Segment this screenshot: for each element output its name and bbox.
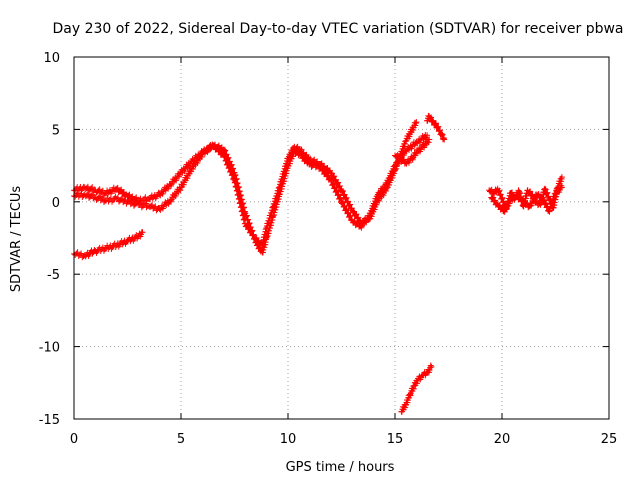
x-tick-label: 20 [494, 432, 511, 447]
data-point [167, 197, 174, 204]
series-track-late-mid [392, 136, 433, 167]
data-point [198, 154, 205, 161]
data-point [402, 404, 409, 411]
tick-labels: 0 5 10 15 20 25 10 5 0 -5 -10 -15 [39, 51, 618, 447]
series-track-evening-2 [488, 182, 565, 215]
data-point [526, 188, 533, 195]
data-point [355, 214, 362, 221]
data-point [343, 206, 350, 213]
y-tick-label: 0 [52, 196, 60, 211]
data-point [114, 184, 121, 191]
y-tick-label: 5 [52, 123, 60, 138]
y-tick-label: -10 [39, 341, 60, 356]
data-point [336, 183, 343, 190]
series-track-low-early [71, 229, 146, 261]
data-point [244, 221, 251, 228]
y-tick-label: -5 [47, 268, 60, 283]
data-point [428, 114, 435, 121]
data-point [342, 207, 349, 214]
data-point [397, 154, 404, 161]
data-point [438, 131, 445, 138]
data-point [413, 119, 420, 126]
data-point [558, 184, 565, 191]
data-point [429, 118, 436, 125]
data-point [527, 188, 534, 195]
x-tick-label: 10 [280, 432, 297, 447]
data-point [558, 174, 565, 181]
data-point [331, 173, 338, 180]
data-point [120, 189, 127, 196]
series-track-negative [398, 362, 435, 415]
data-point [441, 136, 448, 143]
data-point [427, 362, 434, 369]
data-point [339, 199, 346, 206]
x-tick-label: 15 [387, 432, 404, 447]
data-point [220, 149, 227, 156]
data-point [167, 181, 174, 188]
data-point [394, 152, 401, 159]
data-point [425, 139, 432, 146]
data-point [340, 187, 347, 194]
y-tick-label: 10 [43, 51, 60, 66]
data-point [423, 370, 430, 377]
data-point [250, 231, 257, 238]
data-point [347, 201, 354, 208]
data-point [424, 132, 431, 139]
series-track-main [71, 131, 431, 256]
data-point [501, 207, 508, 214]
data-point [139, 229, 146, 236]
data-point [344, 210, 351, 217]
data-point [428, 363, 435, 370]
data-point [117, 187, 124, 194]
data-point [393, 152, 400, 159]
axis-ticks [73, 56, 610, 420]
data-point [248, 228, 255, 235]
data-point [345, 198, 352, 205]
data-point [341, 203, 348, 210]
data-point [400, 157, 407, 164]
data-point [120, 189, 127, 196]
data-point [177, 187, 184, 194]
x-tick-label: 0 [70, 432, 78, 447]
series-track-upper [71, 119, 420, 249]
y-axis-label: SDTVAR / TECUs [9, 186, 24, 293]
data-point [335, 179, 342, 186]
data-point [336, 183, 343, 190]
data-point [113, 185, 120, 192]
data-point [346, 213, 353, 220]
plot-frame [73, 56, 610, 420]
x-tick-label: 5 [177, 432, 185, 447]
data-point [396, 155, 403, 162]
data-point [412, 120, 419, 127]
data-point [118, 186, 125, 193]
y-tick-label: -15 [39, 413, 60, 428]
data-point [341, 191, 348, 198]
data-point [353, 211, 360, 218]
data-point [432, 120, 439, 127]
data-point [435, 123, 442, 130]
data-series [71, 112, 565, 415]
chart-title: Day 230 of 2022, Sidereal Day-to-day VTE… [52, 21, 623, 37]
data-point [436, 127, 443, 134]
data-point [323, 173, 330, 180]
data-point [339, 200, 346, 207]
x-axis-label: GPS time / hours [286, 460, 395, 475]
data-point [343, 194, 350, 201]
grid-lines [74, 57, 609, 419]
data-point [324, 173, 331, 180]
data-point [426, 136, 433, 143]
data-point [432, 120, 439, 127]
data-point [409, 155, 416, 162]
x-tick-label: 25 [601, 432, 618, 447]
data-point [340, 204, 347, 211]
series-track-late-upper [424, 112, 448, 143]
